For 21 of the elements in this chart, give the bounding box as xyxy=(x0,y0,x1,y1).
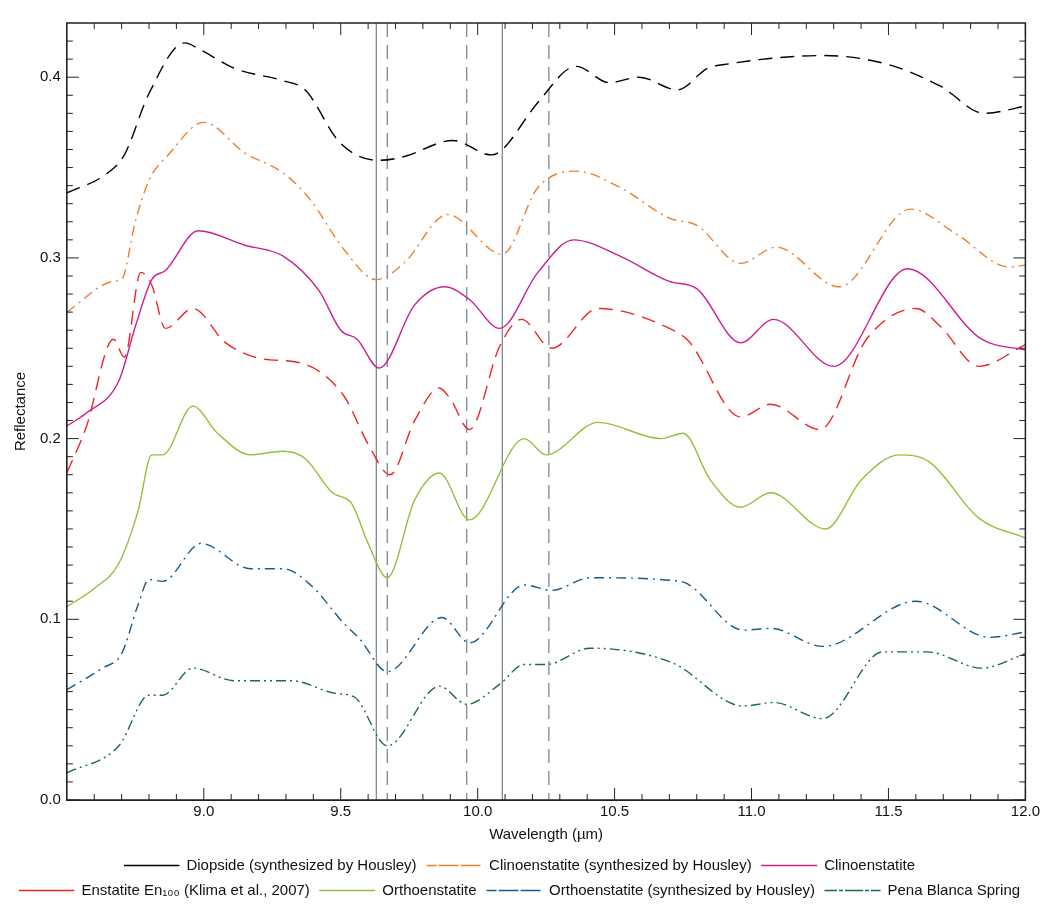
y-tick-label: 0.0 xyxy=(39,790,61,808)
legend-label: Orthoenstatite xyxy=(382,880,477,898)
x-tick-label: 10.0 xyxy=(463,802,493,820)
x-tick-label: 11.0 xyxy=(737,802,766,820)
legend-label: Clinoenstatite xyxy=(824,855,916,873)
y-tick-label: 0.3 xyxy=(39,248,61,266)
legend-label: Enstatite En₁₀₀ (Klima et al., 2007) xyxy=(81,880,310,898)
y-axis-title: Reflectance xyxy=(11,371,29,452)
x-axis-title: Wavelength (µm) xyxy=(489,825,604,843)
legend-label: Clinoenstatite (synthesized by Housley) xyxy=(489,855,752,873)
legend-label: Pena Blanca Spring xyxy=(887,880,1021,898)
y-tick-label: 0.4 xyxy=(39,67,61,85)
x-tick-label: 12.0 xyxy=(1010,802,1040,820)
y-tick-label: 0.2 xyxy=(39,428,61,446)
x-tick-label: 9.0 xyxy=(193,802,215,820)
x-tick-label: 11.5 xyxy=(874,802,903,820)
x-tick-label: 9.5 xyxy=(330,802,352,820)
legend-label: Diopside (synthesized by Housley) xyxy=(186,855,417,873)
x-tick-label: 10.5 xyxy=(599,802,630,820)
y-tick-label: 0.1 xyxy=(39,609,61,627)
legend-label: Orthoenstatite (synthesized by Housley) xyxy=(549,880,816,898)
